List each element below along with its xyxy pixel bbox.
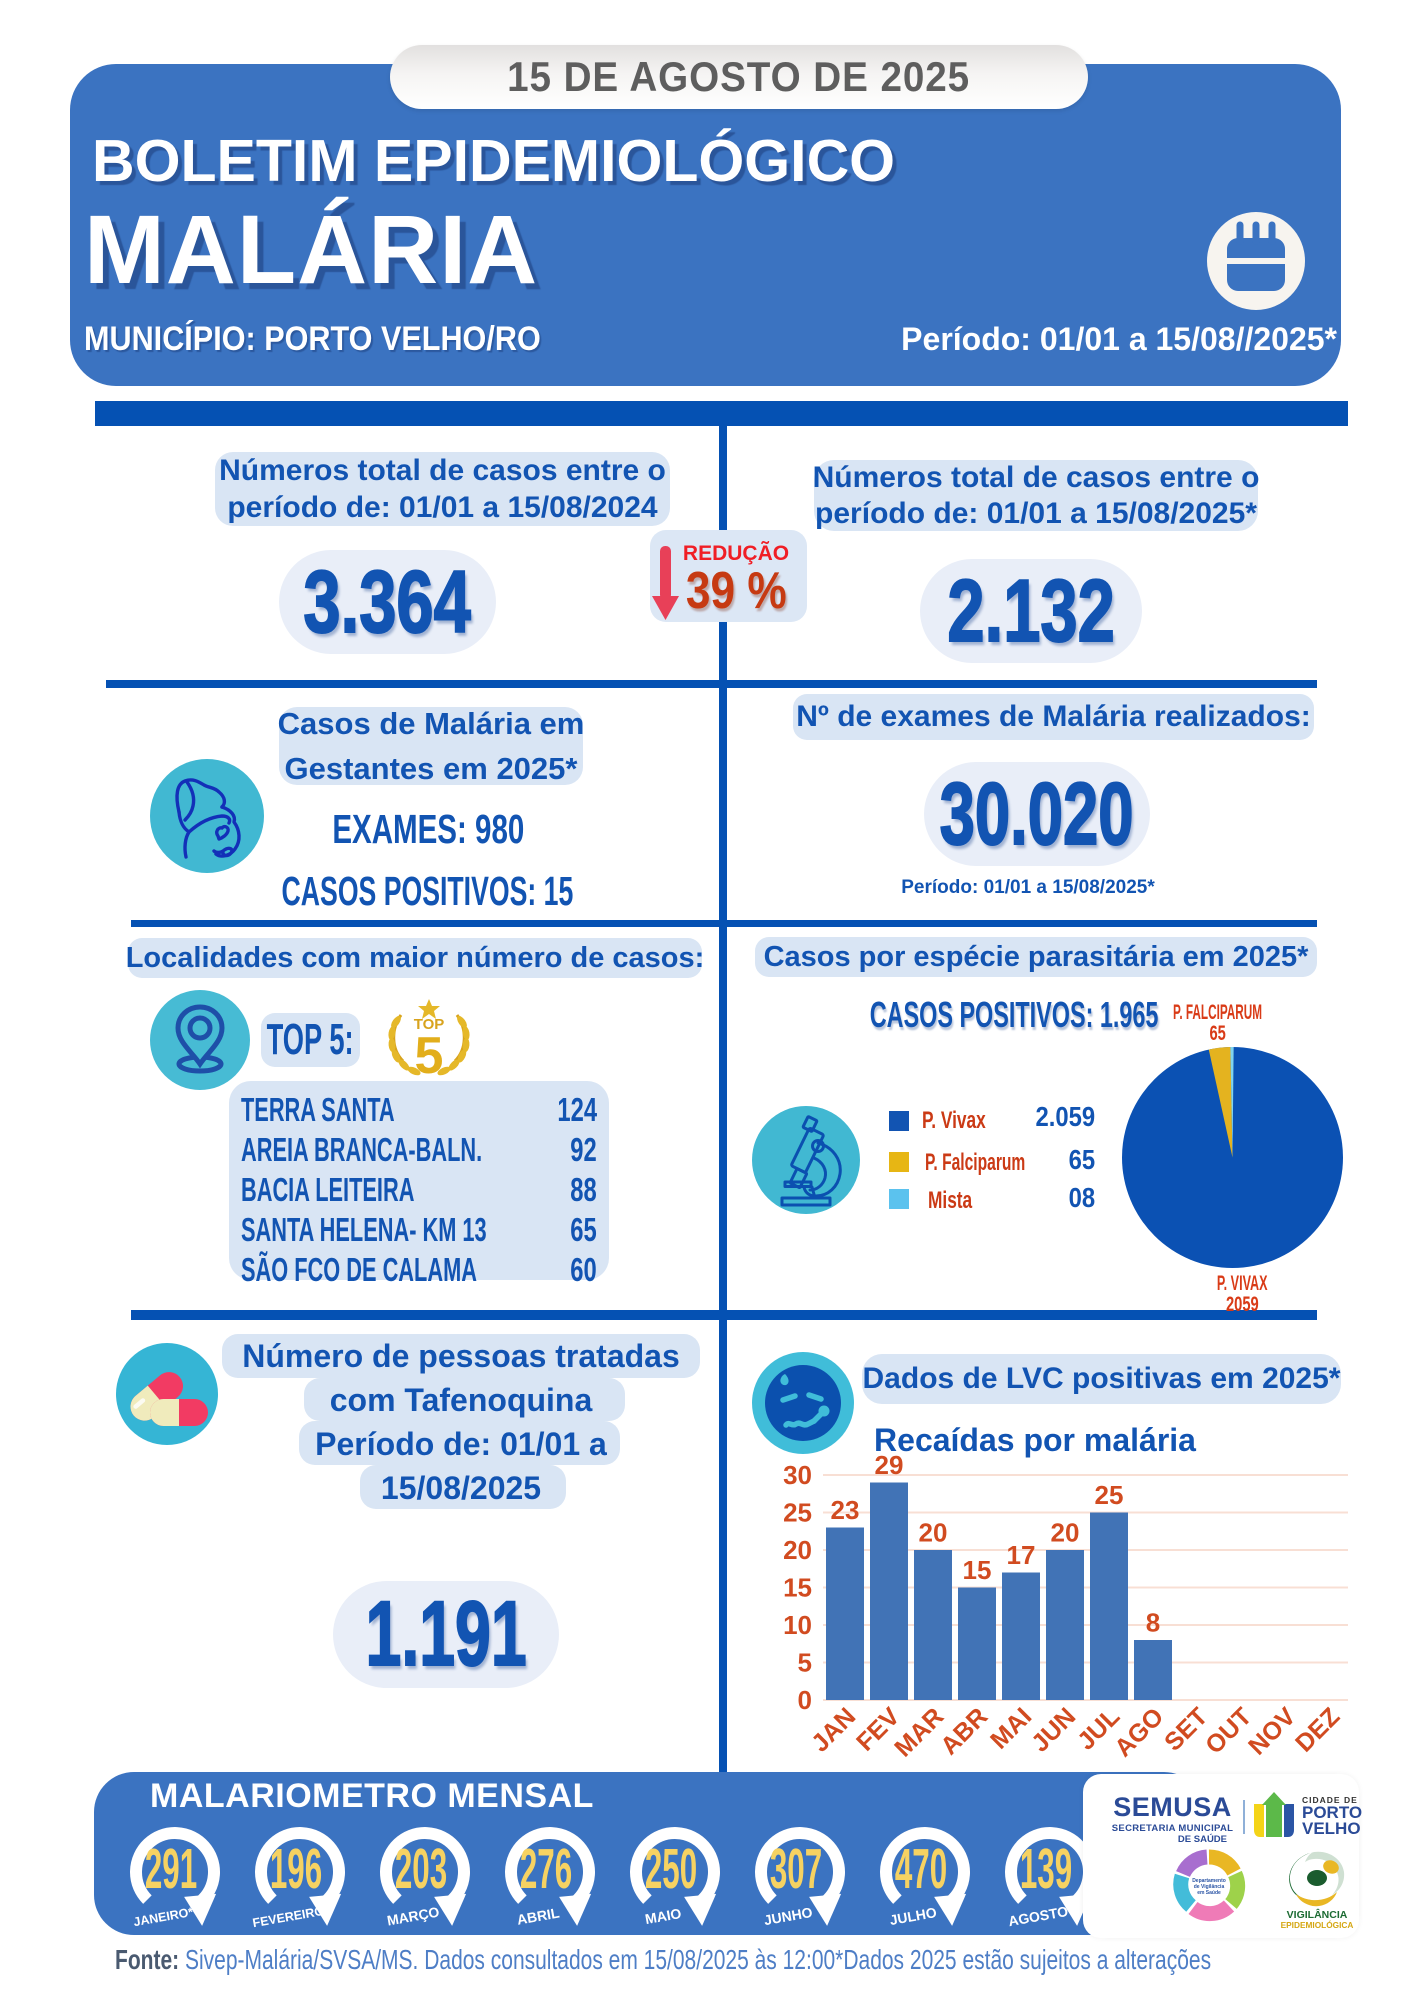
svg-text:JULHO: JULHO [888, 1904, 938, 1928]
svg-text:276: 276 [520, 1836, 572, 1900]
svg-text:30: 30 [783, 1460, 812, 1490]
svg-text:DEZ: DEZ [1290, 1702, 1345, 1757]
svg-text:MARÇO: MARÇO [386, 1904, 441, 1929]
svg-text:10: 10 [783, 1610, 812, 1640]
svg-text:TOP: TOP [414, 1016, 445, 1033]
svg-text:29: 29 [875, 1455, 904, 1480]
svg-text:15: 15 [963, 1555, 992, 1585]
svg-text:OUT: OUT [1200, 1702, 1257, 1759]
svg-text:307: 307 [770, 1836, 822, 1900]
svg-text:JANEIRO*: JANEIRO* [132, 1905, 194, 1929]
svg-text:AGOSTO: AGOSTO [1007, 1903, 1069, 1929]
svg-text:20: 20 [919, 1518, 948, 1548]
svg-text:Departamento: Departamento [1192, 1878, 1226, 1884]
svg-text:23: 23 [831, 1495, 860, 1525]
svg-text:25: 25 [783, 1498, 812, 1528]
svg-text:FEVEREIRO: FEVEREIRO [252, 1904, 326, 1930]
svg-text:MAI: MAI [985, 1702, 1037, 1754]
svg-text:291: 291 [145, 1836, 197, 1900]
svg-text:470: 470 [895, 1836, 947, 1900]
svg-text:20: 20 [1051, 1518, 1080, 1548]
svg-text:5: 5 [415, 1027, 444, 1083]
svg-text:EPIDEMIOLÓGICA: EPIDEMIOLÓGICA [1281, 1919, 1354, 1930]
svg-text:8: 8 [1146, 1608, 1160, 1638]
svg-text:JUN: JUN [1026, 1702, 1081, 1757]
svg-text:NOV: NOV [1243, 1702, 1301, 1760]
svg-text:15: 15 [783, 1573, 812, 1603]
svg-text:MAIO: MAIO [644, 1905, 683, 1927]
svg-text:de Vigilância: de Vigilância [1194, 1884, 1225, 1890]
svg-text:5: 5 [798, 1648, 812, 1678]
svg-text:JUNHO: JUNHO [763, 1904, 814, 1928]
svg-text:SET: SET [1159, 1702, 1213, 1756]
svg-text:VIGILÂNCIA: VIGILÂNCIA [1287, 1908, 1348, 1921]
svg-text:ABRIL: ABRIL [516, 1904, 561, 1927]
svg-text:250: 250 [645, 1836, 697, 1900]
svg-text:JAN: JAN [806, 1702, 861, 1757]
svg-text:ABR: ABR [935, 1702, 993, 1760]
svg-text:MAR: MAR [889, 1702, 949, 1762]
svg-text:20: 20 [783, 1535, 812, 1565]
svg-text:0: 0 [798, 1685, 812, 1715]
svg-text:139: 139 [1020, 1836, 1072, 1900]
svg-text:17: 17 [1007, 1540, 1036, 1570]
svg-text:196: 196 [270, 1836, 322, 1900]
svg-text:AGO: AGO [1109, 1702, 1169, 1762]
svg-text:em Saúde: em Saúde [1197, 1890, 1221, 1896]
svg-text:25: 25 [1095, 1480, 1124, 1510]
svg-text:203: 203 [395, 1836, 447, 1900]
